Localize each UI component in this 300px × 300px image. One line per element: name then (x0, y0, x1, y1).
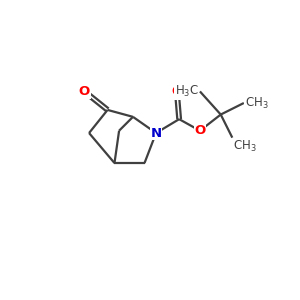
Text: O: O (171, 85, 182, 98)
Text: CH$_3$: CH$_3$ (245, 95, 269, 110)
Text: H$_3$C: H$_3$C (175, 84, 199, 99)
Text: O: O (194, 124, 206, 137)
Text: CH$_3$: CH$_3$ (233, 139, 257, 154)
Text: O: O (79, 85, 90, 98)
Text: N: N (151, 127, 162, 140)
